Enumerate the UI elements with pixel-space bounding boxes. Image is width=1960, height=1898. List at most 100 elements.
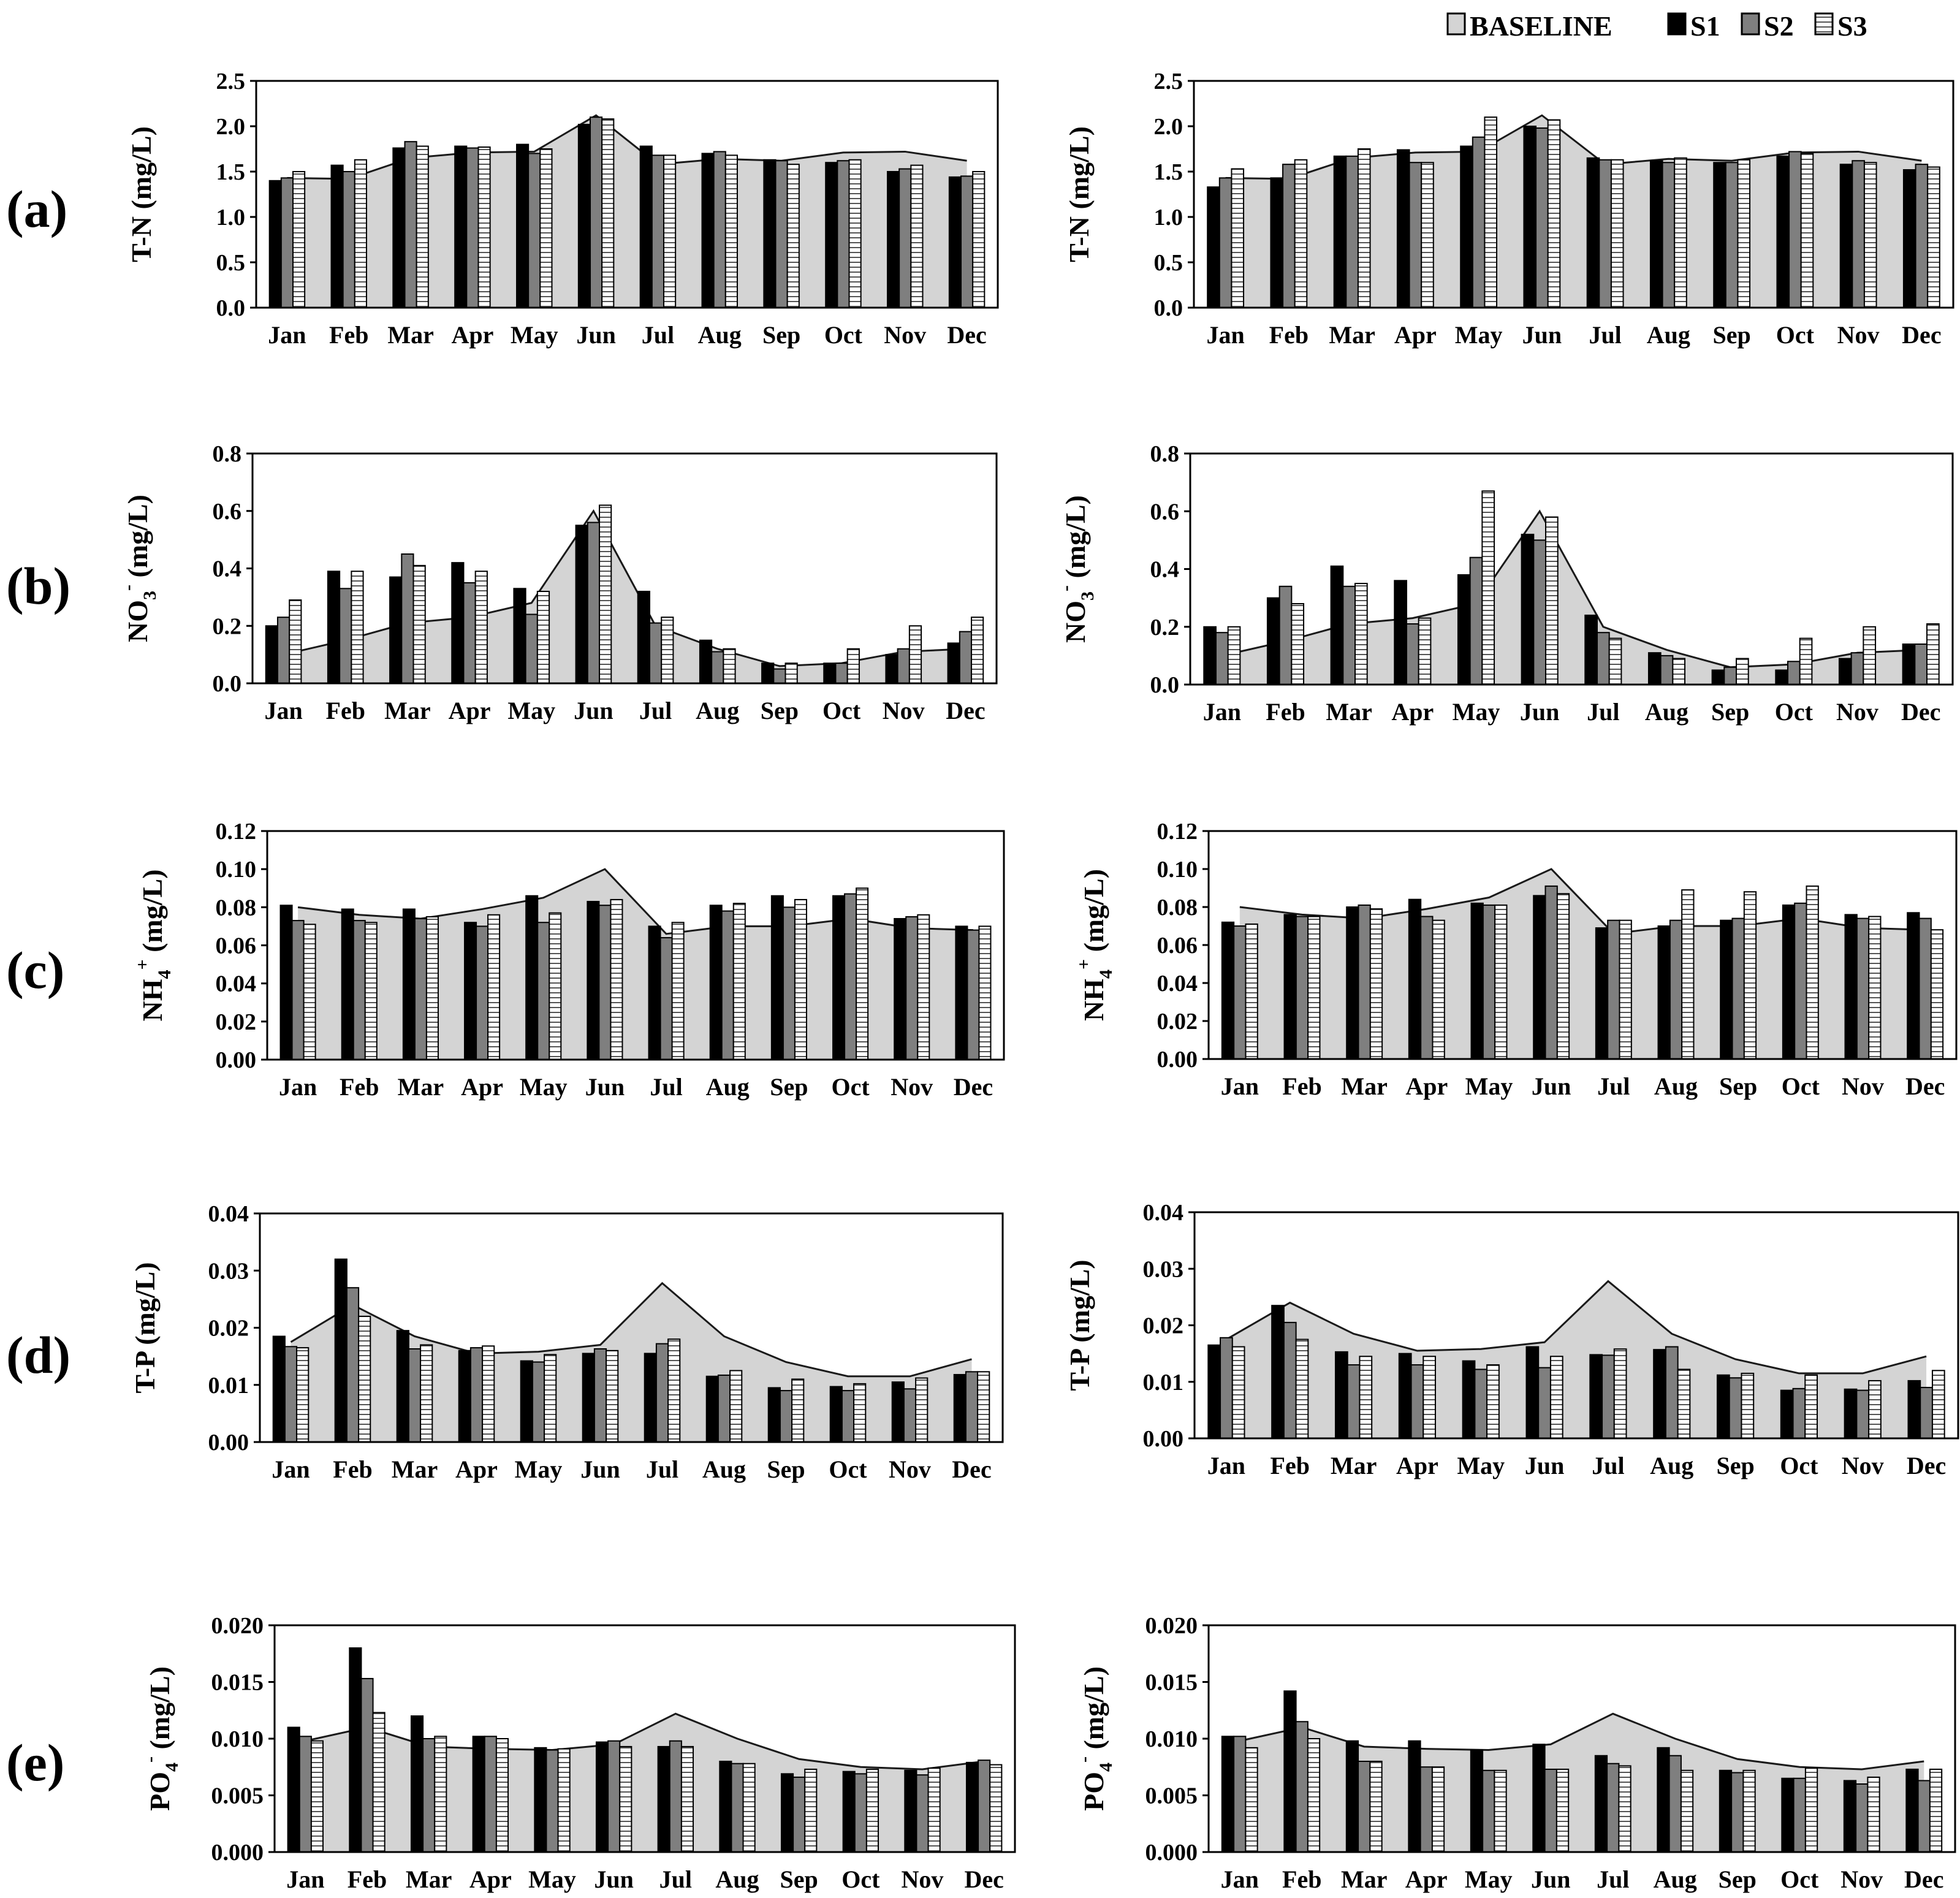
x-tick-label-aug: Aug [715, 1866, 759, 1893]
bar-s2-apr [1410, 1364, 1424, 1439]
bar-s1-sep [770, 895, 784, 1061]
x-tick-label-apr: Apr [449, 697, 491, 724]
bar-s2-apr [484, 1736, 497, 1853]
y-tick-label: 0.01 [1143, 1370, 1184, 1395]
bar-s1-dec [947, 642, 960, 684]
bar-s3-apr [477, 146, 491, 308]
bar-s3-oct [1800, 153, 1814, 308]
bar-s3-mar [434, 1736, 447, 1853]
bar-s2-may [1482, 1769, 1495, 1853]
bar-s2-jan [1233, 1736, 1247, 1853]
x-tick-label-nov: Nov [1842, 1452, 1884, 1479]
bar-s1-oct [1781, 1777, 1795, 1853]
y-tick-label: 0.5 [1154, 250, 1183, 276]
y-tick-label: 0.0 [216, 295, 246, 321]
bar-s3-mar [416, 145, 429, 308]
bar-s2-mar [1342, 585, 1356, 686]
bar-s2-may [525, 613, 538, 684]
bar-s3-apr [495, 1738, 509, 1853]
y-tick-label: 0.000 [1145, 1840, 1198, 1866]
bar-s3-apr [1418, 617, 1432, 685]
bar-s3-dec [972, 171, 986, 308]
y-tick-label: 0.00 [216, 1047, 257, 1073]
bar-s2-apr [1420, 916, 1434, 1060]
bar-s3-may [544, 1354, 557, 1443]
bar-s3-jul [1618, 1765, 1631, 1853]
legend-label-baseline: BASELINE [1470, 10, 1612, 42]
bar-s2-feb [360, 1677, 374, 1853]
bar-s2-oct [1788, 151, 1802, 308]
bar-s2-oct [1792, 1387, 1806, 1440]
x-tick-label-sep: Sep [1719, 1072, 1757, 1100]
bar-s1-apr [458, 1349, 471, 1443]
bar-s1-dec [965, 1761, 979, 1853]
bar-s1-jun [1532, 1744, 1546, 1853]
bar-s2-oct [837, 160, 850, 308]
x-tick-label-oct: Oct [1775, 698, 1814, 726]
panel-d-right: 0.00 0.01 0.02 0.03 0.04 Jan Feb Mar Apr May Jun Ju… [1064, 1200, 1959, 1479]
y-tick-label: 0.02 [208, 1316, 249, 1342]
bar-s3-jan [1231, 168, 1245, 308]
bar-s1-jul [1589, 1354, 1603, 1439]
x-tick-label-jan: Jan [1207, 1452, 1245, 1479]
bar-s3-may [539, 148, 553, 308]
x-tick-label-nov: Nov [1840, 1866, 1883, 1893]
bar-s3-nov [1863, 626, 1877, 685]
bar-s3-jul [663, 154, 677, 308]
bar-s3-jul [680, 1745, 694, 1853]
bar-s1-jun [595, 1741, 609, 1853]
y-tick-label: 0.6 [1150, 499, 1180, 525]
bar-s3-aug [1677, 1368, 1691, 1440]
bar-s3-aug [724, 154, 738, 308]
x-tick-label-dec: Dec [952, 1456, 991, 1483]
bar-s3-jul [1608, 637, 1622, 685]
bar-s1-jun [587, 901, 600, 1060]
bar-s2-nov [1856, 1389, 1870, 1439]
x-tick-label-jun: Jun [1531, 1866, 1571, 1893]
x-tick-label-apr: Apr [461, 1073, 503, 1101]
bar-s2-apr [1405, 623, 1419, 685]
y-tick-label: 0.8 [213, 441, 242, 467]
bar-s1-sep [780, 1773, 794, 1853]
panel-e-right: 0.000 0.005 0.010 0.015 0.020 Jan Feb Mar Apr May… [1074, 1613, 1956, 1893]
bar-s2-oct [1793, 1777, 1806, 1853]
bar-s3-may [1481, 490, 1495, 685]
bar-s2-dec [959, 631, 973, 684]
x-tick-label-jul: Jul [1589, 321, 1621, 349]
bar-s1-may [1462, 1360, 1476, 1439]
bar-s1-jul [1595, 927, 1609, 1060]
bar-s1-feb [349, 1647, 362, 1853]
bar-s1-dec [948, 176, 962, 308]
bar-s3-jan [1227, 626, 1241, 685]
bar-s1-dec [1907, 912, 1920, 1060]
legend-swatch-baseline [1446, 12, 1466, 36]
bar-s1-oct [825, 162, 838, 309]
bar-s2-dec [1918, 917, 1932, 1060]
bar-s1-mar [389, 576, 403, 684]
y-tick-label: 0.03 [1143, 1256, 1184, 1282]
bar-s3-sep [1742, 1769, 1756, 1853]
bar-s2-nov [1855, 1783, 1869, 1853]
bar-s2-may [545, 1749, 559, 1853]
bar-s3-apr [474, 571, 488, 684]
x-tick-label-oct: Oct [1780, 1452, 1818, 1479]
bar-s3-mar [1359, 1356, 1373, 1440]
bar-s2-aug [713, 151, 726, 308]
bar-s3-jul [661, 617, 674, 684]
bar-s3-jul [671, 922, 685, 1060]
bar-s2-apr [1408, 162, 1423, 309]
bar-s3-oct [856, 887, 869, 1060]
bar-s1-oct [1780, 1389, 1794, 1439]
x-tick-label-may: May [1455, 321, 1503, 349]
x-tick-label-nov: Nov [883, 697, 925, 724]
bar-s2-dec [965, 1371, 979, 1443]
bar-s2-sep [782, 906, 796, 1061]
y-tick-label: 0.06 [216, 933, 257, 959]
x-tick-label-jan: Jan [1207, 321, 1245, 349]
bar-s2-mar [1347, 1364, 1361, 1439]
legend-label-s1: S1 [1690, 10, 1720, 42]
x-tick-label-jan: Jan [1221, 1072, 1259, 1100]
y-axis-label-left: T-N (mg/L) [126, 126, 157, 262]
bar-s1-mar [1333, 155, 1347, 308]
